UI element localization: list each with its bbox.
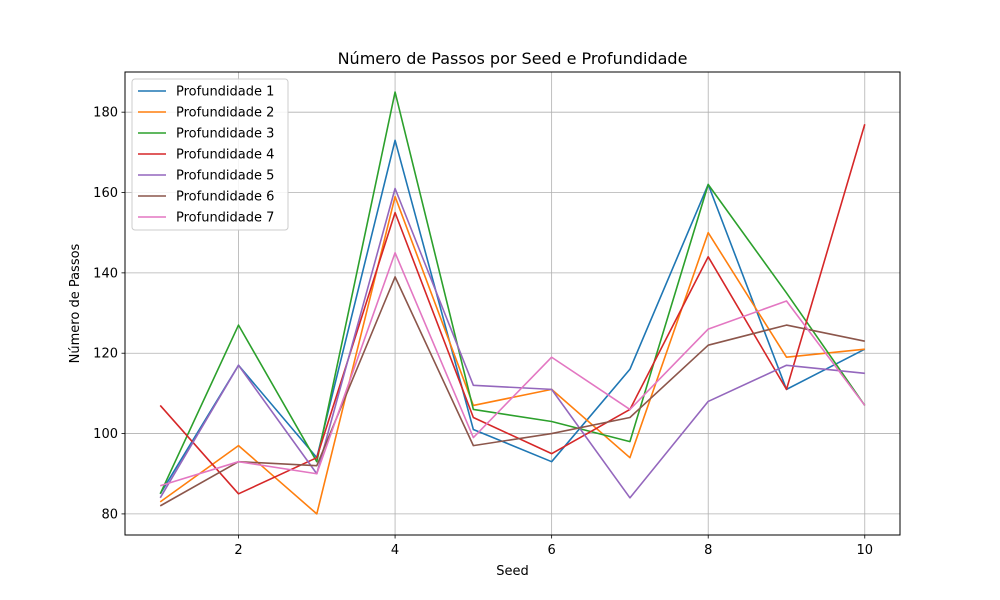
series-line-profundidade-5 [159, 187, 865, 499]
y-tick-label: 180 [93, 106, 118, 121]
x-axis-ticks: 2 4 6 8 10 [234, 535, 873, 558]
legend-label: Profundidade 5 [176, 169, 274, 184]
plot-frame [124, 71, 901, 536]
y-axis-label: Número de Passos [68, 243, 83, 363]
series-line-profundidade-3 [159, 91, 866, 495]
x-axis-label: Seed [496, 564, 529, 579]
y-tick-label: 140 [93, 266, 118, 281]
y-tick-label: 80 [101, 507, 118, 522]
legend-label: Profundidade 1 [176, 85, 274, 100]
series-line-profundidade-7 [159, 251, 866, 487]
legend-box [131, 78, 289, 231]
series-line-profundidade-6 [159, 276, 865, 507]
x-tick-label: 4 [391, 543, 399, 558]
series-lines [159, 91, 866, 515]
chart-title: Número de Passos por Seed e Profundidade [338, 49, 688, 68]
series-line-profundidade-1 [159, 139, 866, 495]
legend-label: Profundidade 4 [176, 148, 274, 163]
legend: Profundidade 1 Profundidade 2 Profundidade… [131, 78, 289, 231]
x-tick-label: 6 [548, 543, 556, 558]
legend-label: Profundidade 2 [176, 106, 274, 121]
legend-label: Profundidade 7 [176, 211, 274, 226]
series-line-profundidade-4 [159, 124, 866, 495]
legend-label: Profundidade 3 [176, 127, 274, 142]
y-tick-label: 160 [93, 186, 118, 201]
x-tick-label: 2 [234, 543, 242, 558]
x-tick-label: 8 [704, 543, 712, 558]
x-tick-label: 10 [856, 543, 873, 558]
y-axis-ticks: 80 100 120 140 160 180 [93, 106, 125, 522]
y-tick-label: 100 [93, 427, 118, 442]
legend-label: Profundidade 6 [176, 190, 274, 205]
y-tick-label: 120 [93, 347, 118, 362]
